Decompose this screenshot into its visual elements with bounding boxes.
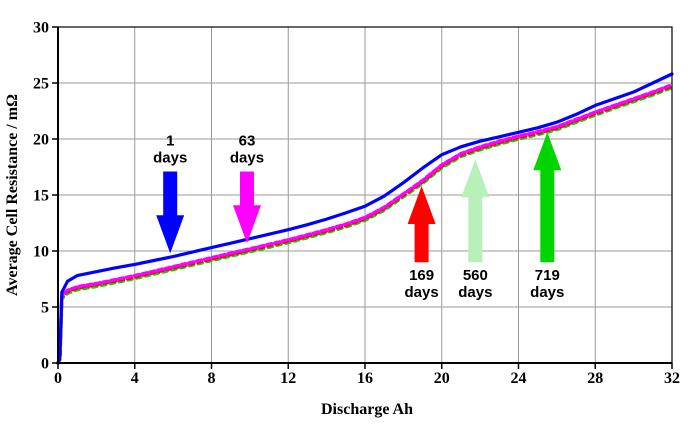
arrow-1-days-label-line2: days — [153, 149, 187, 166]
arrow-63-days-label-line2: days — [230, 149, 264, 166]
arrow-1-days — [156, 171, 185, 254]
y-tick-label: 10 — [33, 244, 49, 261]
gridlines — [58, 27, 672, 363]
y-tick-label: 5 — [41, 300, 49, 317]
x-tick-label: 8 — [208, 370, 216, 387]
arrow-169-days-label-line1: 169 — [409, 267, 434, 284]
y-tick-label: 25 — [33, 76, 49, 93]
arrow-560-days-label-line2: days — [458, 284, 492, 301]
arrow-169-days-label-line2: days — [405, 284, 439, 301]
arrow-719-days-label-line2: days — [530, 284, 564, 301]
y-tick-label: 0 — [41, 356, 49, 373]
arrow-719-days — [533, 132, 562, 263]
series-63-days — [56, 82, 674, 365]
arrow-63-days — [233, 171, 261, 244]
plot-frame: 0 4 8 12 16 20 24 28 32 0 5 10 15 20 25 30 — [33, 20, 680, 388]
x-axis-title: Discharge Ah — [321, 401, 413, 418]
arrow-719-days-label-line1: 719 — [535, 267, 560, 284]
arrow-1-days-label-line1: 1 — [166, 132, 174, 149]
x-tick-label: 16 — [357, 370, 373, 387]
x-tick-label: 4 — [131, 370, 139, 387]
arrow-560-days — [461, 159, 490, 263]
y-tick-label: 30 — [33, 20, 49, 37]
arrow-63-days-label-line1: 63 — [239, 132, 256, 149]
data-series — [56, 72, 674, 365]
x-tick-label: 32 — [664, 370, 680, 387]
x-tick-label: 0 — [54, 370, 62, 387]
y-tick-label: 20 — [33, 132, 49, 149]
arrow-169-days — [407, 186, 436, 263]
x-tick-label: 28 — [587, 370, 603, 387]
series-1-days — [56, 72, 674, 365]
y-axis-title: Average Cell Resistance / mΩ — [4, 94, 21, 296]
arrow-560-days-label-line1: 560 — [463, 267, 488, 284]
y-tick-label: 15 — [33, 188, 49, 205]
x-tick-label: 12 — [280, 370, 296, 387]
x-tick-label: 20 — [434, 370, 450, 387]
x-tick-label: 24 — [511, 370, 527, 387]
